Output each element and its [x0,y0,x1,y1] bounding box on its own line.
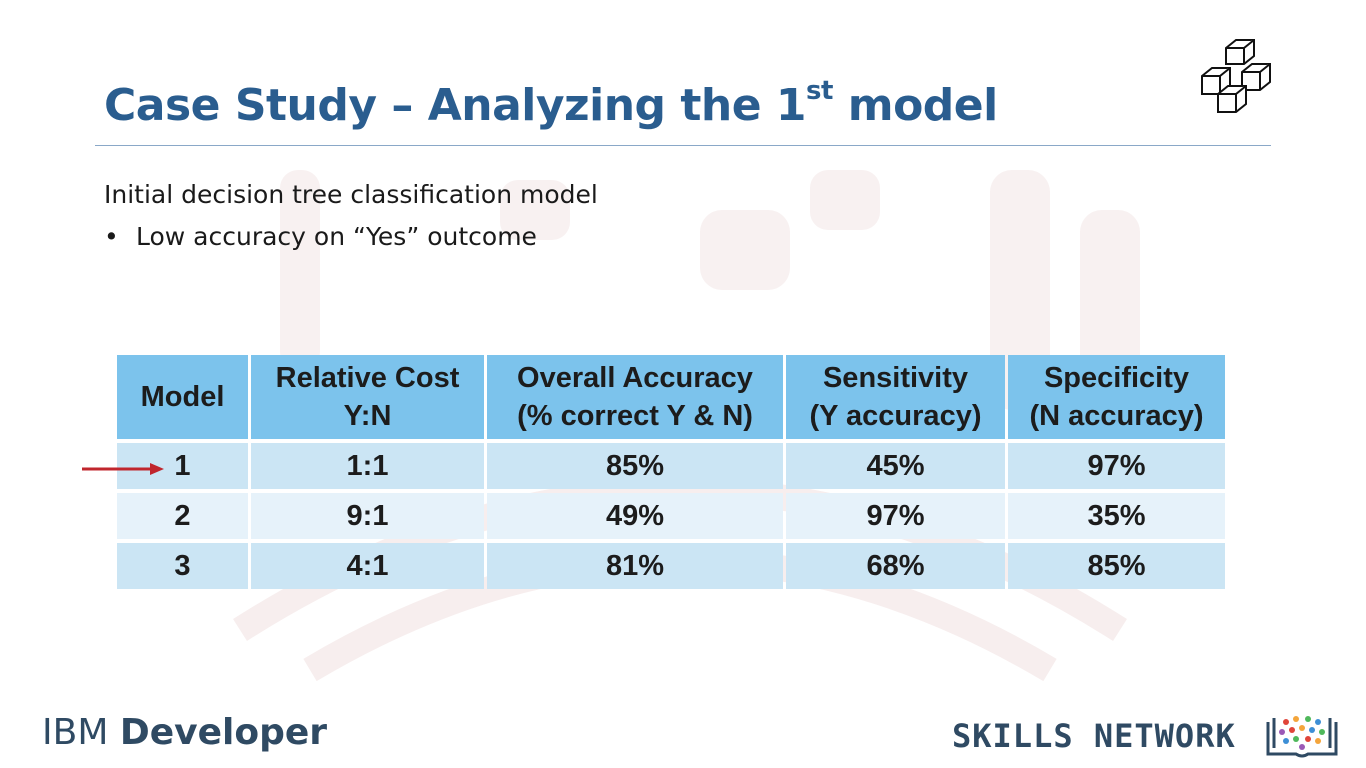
title-end-text: model [832,80,999,131]
skills-network-logo-text: SKILLS NETWORK [952,717,1236,755]
header-sensitivity-line1: Sensitivity [822,362,969,394]
table-header-row: Model Relative Cost Y:N Overall Accuracy (… [117,355,1225,439]
cell-model: 3 [117,543,248,589]
cell-specificity: 35% [1008,493,1225,539]
cube-cluster-icon [1201,39,1271,113]
header-specificity-line2: (N accuracy) [1029,400,1204,432]
cell-model: 1 [117,443,248,489]
slide-title: Case Study – Analyzing the 1st model [104,76,999,131]
header-sensitivity-line2: (Y accuracy) [809,400,982,432]
title-main-text: Case Study – Analyzing the 1 [104,80,807,131]
header-overall-accuracy-line1: Overall Accuracy [517,362,753,394]
bullet-text: Low accuracy on “Yes” outcome [136,222,537,251]
developer-logo-text: Developer [119,712,328,753]
title-superscript: st [806,76,833,106]
model-results-table: Model Relative Cost Y:N Overall Accuracy (… [114,351,1228,593]
title-divider [95,145,1271,146]
cell-relative-cost: 1:1 [251,443,484,489]
ibm-logo-text: IBM [42,712,109,753]
ibm-developer-logo: IBM Developer [42,712,327,753]
header-relative-cost: Relative Cost Y:N [251,355,484,439]
header-overall-accuracy: Overall Accuracy (% correct Y & N) [487,355,783,439]
cell-sensitivity: 97% [786,493,1005,539]
cell-relative-cost: 4:1 [251,543,484,589]
header-overall-accuracy-line2: (% correct Y & N) [517,400,753,432]
cell-specificity: 85% [1008,543,1225,589]
header-specificity-line1: Specificity [1043,362,1190,394]
bullet-item: • Low accuracy on “Yes” outcome [104,222,537,251]
cell-overall-accuracy: 85% [487,443,783,489]
row-pointer-arrow-icon [82,463,164,475]
header-model: Model [117,355,248,439]
cell-sensitivity: 45% [786,443,1005,489]
cell-specificity: 97% [1008,443,1225,489]
cell-model: 2 [117,493,248,539]
cell-relative-cost: 9:1 [251,493,484,539]
header-relative-cost-line1: Relative Cost [275,362,460,394]
slide-subtitle: Initial decision tree classification mod… [104,180,598,209]
cell-sensitivity: 68% [786,543,1005,589]
cell-overall-accuracy: 49% [487,493,783,539]
table-row: 1 1:1 85% 45% 97% [117,443,1225,489]
header-specificity: Specificity (N accuracy) [1008,355,1225,439]
table-row: 2 9:1 49% 97% 35% [117,493,1225,539]
table-row: 3 4:1 81% 68% 85% [117,543,1225,589]
bullet-marker: • [104,222,119,251]
cell-overall-accuracy: 81% [487,543,783,589]
header-model-label: Model [140,381,225,413]
header-sensitivity: Sensitivity (Y accuracy) [786,355,1005,439]
header-relative-cost-line2: Y:N [343,400,392,432]
skills-network-book-icon [1266,716,1338,758]
